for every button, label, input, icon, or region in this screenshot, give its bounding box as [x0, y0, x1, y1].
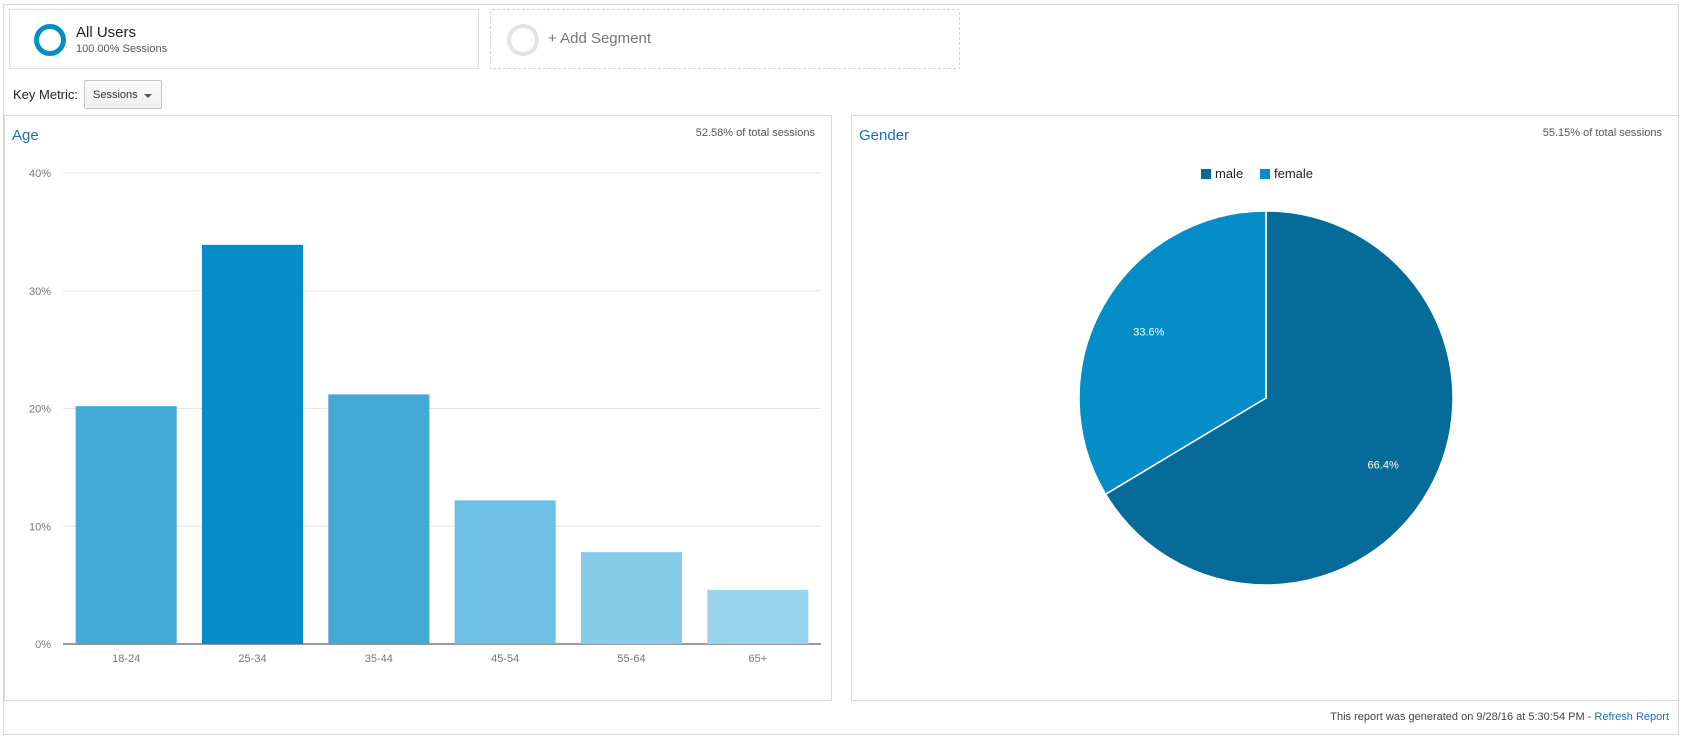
segment-all-users[interactable]: All Users 100.00% Sessions — [9, 9, 479, 69]
pie-slice-male — [1104, 210, 1454, 586]
gender-panel: Gender 55.15% of total sessions male fema… — [851, 115, 1679, 701]
legend-label-female: female — [1274, 166, 1313, 181]
age-panel: Age 52.58% of total sessions 0% 10% 20% 30%… — [4, 115, 832, 701]
bar-25-34 — [201, 244, 304, 644]
segment-ring-icon — [34, 24, 66, 56]
legend-swatch-female — [1260, 169, 1270, 179]
y-tick-label: 0% — [35, 639, 51, 651]
bar-65+ — [707, 589, 809, 644]
y-tick-label: 30% — [29, 286, 51, 298]
gender-panel-title: Gender — [859, 127, 910, 144]
x-tick-label: 25-34 — [238, 653, 266, 665]
x-tick-label: 35-44 — [365, 653, 393, 665]
bar-18-24 — [75, 406, 177, 644]
x-tick-label: 45-54 — [491, 653, 519, 665]
y-tick-label: 10% — [29, 521, 51, 533]
add-segment-button[interactable]: + Add Segment — [548, 30, 651, 47]
bar-55-64 — [580, 552, 683, 644]
age-bar-chart: 0% 10% 20% 30% 40% 18-24 25-34 35-44 45-54 55-64 6… — [29, 168, 821, 665]
empty-segment-ring-icon — [507, 24, 539, 56]
bar-35-44 — [328, 394, 430, 644]
key-metric-label: Key Metric: — [13, 87, 79, 102]
footer-text: This report was generated on 9/28/16 at … — [1330, 711, 1595, 723]
pie-data-label-male: 66.4% — [1368, 459, 1399, 471]
segment-subtitle: 100.00% Sessions — [76, 43, 168, 55]
legend-swatch-male — [1201, 169, 1211, 179]
legend-label-male: male — [1215, 166, 1243, 181]
bar-45-54 — [454, 500, 556, 644]
refresh-report-link[interactable]: Refresh Report — [1594, 711, 1669, 723]
gender-total-sessions: 55.15% of total sessions — [1542, 127, 1662, 139]
x-tick-label: 18-24 — [112, 653, 140, 665]
y-tick-label: 20% — [29, 404, 51, 416]
pie-slice-female — [1078, 210, 1267, 496]
key-metric-select[interactable]: Sessions — [84, 80, 162, 109]
segment-title: All Users — [76, 24, 137, 41]
gender-pie-chart: male female 66.4% 33.6% — [1078, 166, 1454, 586]
key-metric-value: Sessions — [93, 89, 138, 101]
x-tick-label: 55-64 — [617, 653, 645, 665]
chevron-down-icon — [144, 94, 152, 98]
pie-data-label-female: 33.6% — [1133, 327, 1164, 339]
age-total-sessions: 52.58% of total sessions — [695, 127, 815, 139]
y-tick-label: 40% — [29, 168, 51, 180]
report-footer: This report was generated on 9/28/16 at … — [1330, 711, 1669, 723]
add-segment-card[interactable]: + Add Segment — [490, 9, 960, 69]
x-tick-label: 65+ — [748, 653, 767, 665]
age-panel-title: Age — [12, 127, 39, 144]
